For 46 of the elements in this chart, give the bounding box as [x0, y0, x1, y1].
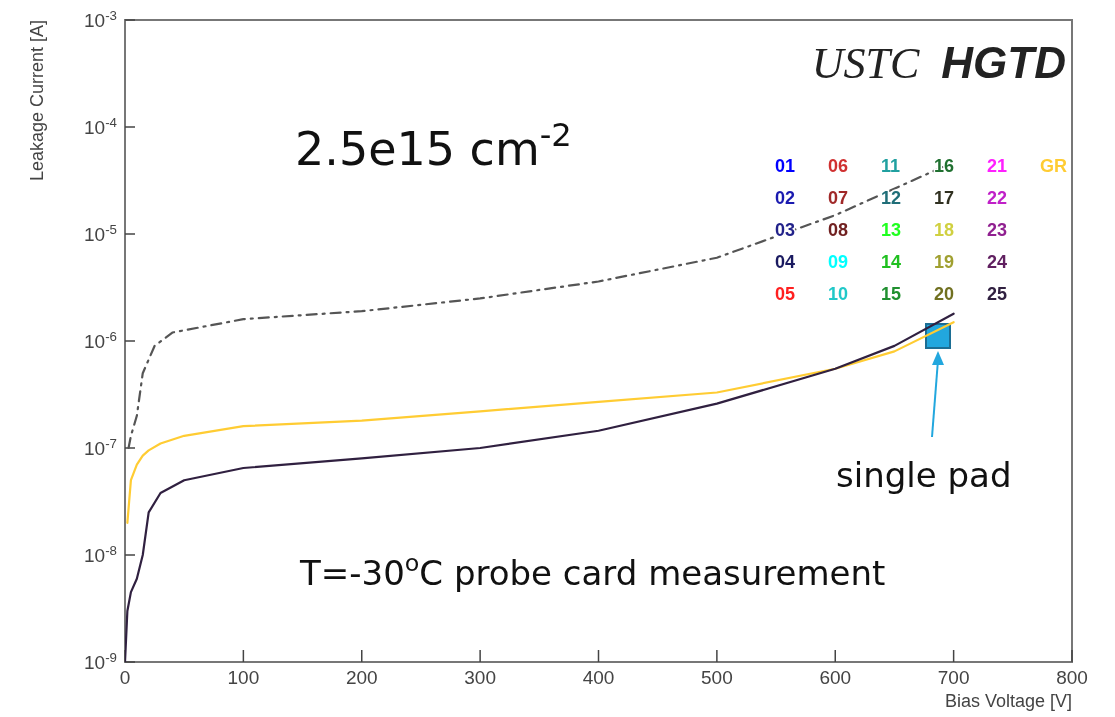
- legend-label: 15: [881, 284, 902, 304]
- legend-label: 10: [828, 284, 849, 304]
- x-tick-label: 200: [345, 667, 378, 688]
- legend-label: 05: [775, 284, 796, 304]
- annotation: single pad: [836, 455, 1012, 495]
- legend-label: 04: [775, 252, 796, 272]
- annotation: T=-30$^{o}$C probe card measurement: [299, 549, 886, 593]
- chart-title: USTC HGTD: [811, 38, 1066, 88]
- legend-label: 13: [881, 220, 902, 240]
- legend-label: 09: [828, 252, 849, 272]
- x-tick-label: 600: [819, 667, 852, 688]
- legend-label: 07: [828, 188, 849, 208]
- text: GR: [1040, 156, 1067, 176]
- x-tick-label: 100: [227, 667, 260, 688]
- legend-label: 17: [934, 188, 955, 208]
- legend-label: 20: [934, 284, 955, 304]
- legend-label: 21: [987, 156, 1008, 176]
- legend-label: 18: [934, 220, 955, 240]
- legend-label: 06: [828, 156, 849, 176]
- y-tick-label: 10$^{-4}$: [84, 114, 117, 138]
- x-tick-label: 700: [937, 667, 970, 688]
- x-tick-label: 300: [464, 667, 496, 688]
- y-tick-label: 10$^{-5}$: [84, 221, 117, 245]
- y-tick-label: 10$^{-3}$: [84, 7, 117, 31]
- y-tick-label: 10$^{-8}$: [84, 542, 117, 566]
- y-tick-label: 10$^{-9}$: [84, 649, 117, 673]
- x-tick-label: 800: [1056, 667, 1088, 688]
- y-tick-label: 10$^{-7}$: [84, 435, 117, 459]
- y-tick-label: 10$^{-6}$: [84, 328, 117, 352]
- y-axis-title: Leakage Current [A]: [27, 20, 47, 182]
- legend-label: 22: [987, 188, 1008, 208]
- legend-label: 19: [934, 252, 955, 272]
- legend-label: 01: [775, 156, 796, 176]
- legend-label: 24: [987, 252, 1008, 272]
- legend-label: 12: [881, 188, 902, 208]
- x-tick-label: 400: [582, 667, 615, 688]
- x-tick-label: 500: [701, 667, 733, 688]
- legend-label: 23: [987, 220, 1008, 240]
- x-axis-title: Bias Voltage [V]: [944, 691, 1072, 711]
- annotation: 2.5e15 cm$^{-2}$: [295, 116, 572, 176]
- legend-label: 14: [881, 252, 902, 272]
- x-tick-label: 0: [119, 667, 131, 688]
- series-label: 25: [987, 284, 1008, 304]
- legend-label: 08: [828, 220, 849, 240]
- legend-label: 11: [881, 156, 901, 176]
- legend-label: 02: [775, 188, 796, 208]
